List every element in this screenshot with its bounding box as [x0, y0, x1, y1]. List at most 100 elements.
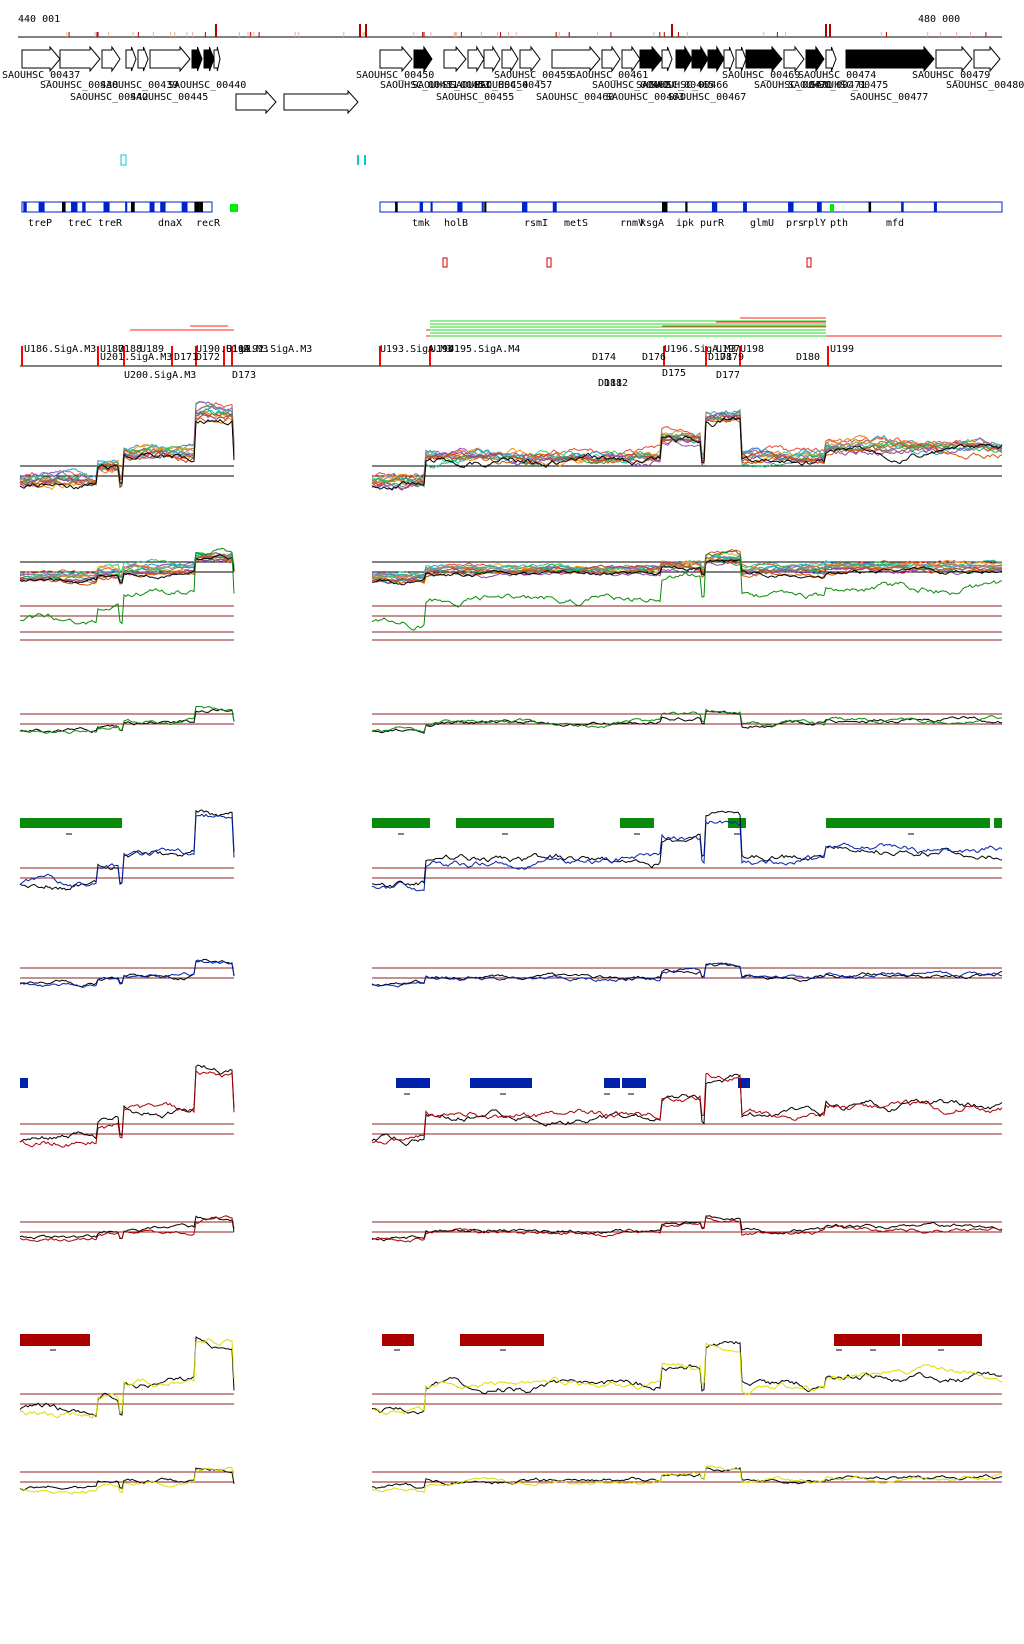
- blue-region: [20, 1078, 28, 1088]
- gene-name: mfd: [886, 218, 904, 229]
- gene-arrow: [213, 46, 221, 72]
- gene-arrow: [783, 45, 805, 73]
- gene-arrow: [935, 45, 973, 73]
- signal-trace: [19, 809, 235, 891]
- gene-name: rsmI: [524, 218, 548, 229]
- gene-name: glmU: [750, 218, 774, 229]
- blue-region: [604, 1078, 620, 1088]
- signal-trace: [371, 1467, 1003, 1489]
- unit-block: [481, 202, 484, 212]
- cyan-mark: [120, 154, 127, 166]
- signal-trace: [371, 708, 1003, 733]
- red-region: [902, 1334, 982, 1346]
- signal-trace: [19, 419, 235, 490]
- signal-trace: [19, 1336, 235, 1417]
- gene-arrow: [805, 45, 825, 73]
- promoter-label: D173: [232, 370, 256, 381]
- promoter-label: U198: [740, 344, 764, 355]
- gene-label: SAOUHSC_00461: [570, 70, 648, 81]
- gene-name: dnaX: [158, 218, 182, 229]
- gene-label: SAOUHSC_00475: [810, 80, 888, 91]
- gene-label: SAOUHSC_00474: [798, 70, 876, 81]
- gene-name: pth: [830, 218, 848, 229]
- promoter-label: U197: [716, 344, 740, 355]
- unit-block: [484, 202, 487, 212]
- gene-name: prs: [786, 218, 804, 229]
- promoter-label: D178: [708, 352, 732, 363]
- signal-trace: [371, 1216, 1003, 1243]
- unit-block: [395, 202, 398, 212]
- unit-block: [522, 202, 526, 212]
- gene-arrow: [845, 45, 935, 73]
- promoter-label: U201.SigA.M3: [100, 352, 172, 363]
- unit-block: [181, 202, 188, 212]
- signal-trace: [19, 547, 235, 625]
- signal-trace: [371, 408, 1003, 483]
- gene-name: purR: [700, 218, 725, 229]
- gene-arrow: [501, 45, 519, 73]
- signal-trace: [371, 1465, 1003, 1494]
- gene-label: SAOUHSC_00438: [40, 80, 118, 91]
- green-region: [994, 818, 1002, 828]
- unit-block: [161, 202, 166, 212]
- signal-trace: [371, 1342, 1003, 1416]
- gene-name: treC: [68, 218, 92, 229]
- green-region: [20, 818, 122, 828]
- green-region: [826, 818, 990, 828]
- gene-label: SAOUHSC_00465: [636, 80, 714, 91]
- gene-arrow: [675, 45, 693, 73]
- unit-block: [933, 202, 937, 212]
- gene-arrow: [101, 45, 121, 73]
- gene-label: SAOUHSC_00466: [650, 80, 728, 91]
- promoter-label: U192.SigA.M3: [240, 344, 312, 355]
- unit-block: [130, 202, 135, 212]
- gene-label: SAOUHSC_00454: [450, 80, 528, 91]
- blue-region: [396, 1078, 430, 1088]
- green-block: [830, 204, 834, 212]
- gene-name: holB: [444, 218, 468, 229]
- signal-trace: [19, 1215, 235, 1240]
- unit-block: [868, 202, 872, 212]
- red-region: [460, 1334, 544, 1346]
- signal-trace: [371, 1073, 1003, 1147]
- signal-trace: [371, 710, 1002, 734]
- signal-trace: [19, 958, 235, 988]
- blue-region: [470, 1078, 532, 1088]
- signal-trace: [372, 1341, 1003, 1415]
- gene-label: SAOUHSC_00437: [2, 70, 80, 81]
- unit-block: [816, 202, 822, 212]
- promoter-label: D174: [592, 352, 616, 363]
- red-mark: [546, 257, 552, 268]
- unit-block: [552, 202, 557, 212]
- unit-block: [430, 202, 433, 212]
- signal-trace: [19, 405, 235, 482]
- start-coordinate: 440 001: [18, 14, 61, 25]
- signal-trace: [19, 959, 235, 988]
- gene-arrow: [149, 45, 191, 73]
- gene-name: treP: [28, 218, 52, 229]
- gene-name: ipk: [676, 218, 694, 229]
- gene-label: SAOUHSC_00460: [536, 92, 614, 103]
- signal-trace: [371, 414, 1003, 483]
- green-region: [456, 818, 554, 828]
- red-region: [382, 1334, 414, 1346]
- unit-block: [38, 202, 45, 212]
- blue-region: [738, 1078, 750, 1088]
- gene-label: SAOUHSC_00440: [168, 80, 246, 91]
- signal-trace: [371, 555, 1003, 579]
- unit-block: [125, 202, 128, 212]
- promoter-label: U191: [226, 344, 250, 355]
- signal-trace: [19, 1069, 235, 1148]
- gene-arrow: [203, 46, 215, 72]
- gene-arrow: [467, 45, 485, 73]
- signal-trace: [371, 560, 1003, 585]
- promoter-label: U187: [100, 344, 124, 355]
- unit-block: [199, 202, 203, 212]
- unit-block: [82, 202, 86, 212]
- green-block: [230, 204, 238, 212]
- gene-arrow: [125, 46, 137, 72]
- signal-trace: [371, 416, 1003, 487]
- unit-block: [685, 202, 688, 212]
- gene-name: recR: [196, 218, 221, 229]
- signal-trace: [371, 559, 1003, 586]
